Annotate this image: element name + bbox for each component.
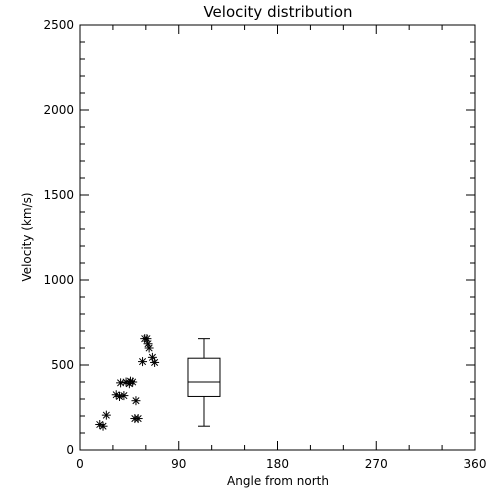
data-point	[98, 421, 108, 431]
data-point	[133, 414, 143, 424]
x-tick-label: 180	[266, 457, 289, 471]
scatter-points	[95, 334, 160, 431]
data-point	[119, 391, 129, 401]
y-axis: 0 500 1000 1500 2000 2500	[43, 18, 475, 457]
data-point	[150, 357, 160, 367]
x-tick-label: 360	[464, 457, 487, 471]
y-axis-label: Velocity (km/s)	[20, 192, 34, 281]
y-tick-label: 0	[66, 443, 74, 457]
boxplot	[187, 338, 221, 427]
x-axis-label: Angle from north	[227, 474, 329, 488]
box-iqr	[187, 357, 221, 397]
data-point	[144, 343, 154, 353]
data-point	[131, 396, 141, 406]
x-tick-label: 90	[171, 457, 186, 471]
data-point	[138, 357, 148, 367]
y-tick-label: 2000	[43, 103, 74, 117]
y-tick-label: 500	[51, 358, 74, 372]
chart-title: Velocity distribution	[203, 3, 352, 21]
plot-frame	[79, 24, 476, 451]
y-tick-label: 1000	[43, 273, 74, 287]
x-axis: 0 90 180 270 360	[76, 25, 486, 471]
y-tick-label: 2500	[43, 18, 74, 32]
x-tick-label: 270	[365, 457, 388, 471]
x-tick-label: 0	[76, 457, 84, 471]
y-tick-label: 1500	[43, 188, 74, 202]
data-point	[128, 377, 138, 387]
data-point	[101, 410, 111, 420]
